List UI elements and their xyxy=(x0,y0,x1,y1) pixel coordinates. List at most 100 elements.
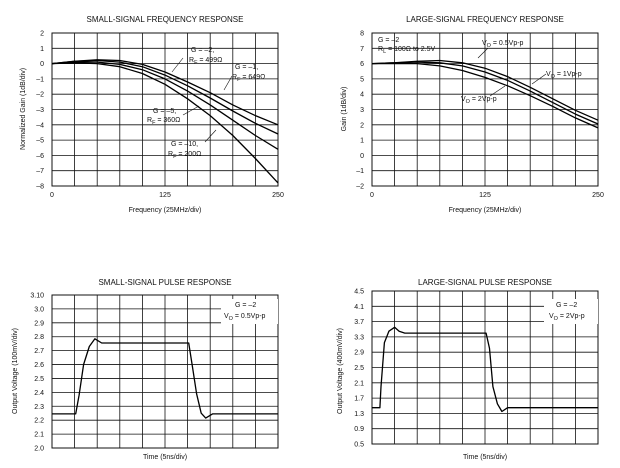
y-tick-label: 2 xyxy=(360,122,364,129)
y-tick-label: –4 xyxy=(36,122,44,129)
chart-title: SMALL-SIGNAL FREQUENCY RESPONSE xyxy=(87,15,244,24)
annotation-gain: G = –2 xyxy=(235,302,256,309)
y-tick-label: 5 xyxy=(360,76,364,83)
x-tick-label: 250 xyxy=(592,192,604,199)
annotation-box xyxy=(544,299,598,324)
chart-title: LARGE-SIGNAL PULSE RESPONSE xyxy=(418,278,552,287)
annotation-vo-1: VO = 1Vp-p xyxy=(546,71,582,80)
x-tick-label: 0 xyxy=(50,192,54,199)
y-tick-label: 2.1 xyxy=(354,380,364,387)
y-tick-label: 4.1 xyxy=(354,304,364,311)
annotation-gain: G = –2 xyxy=(378,37,399,44)
y-tick-label: 3.10 xyxy=(30,293,44,300)
y-axis-label: Normalized Gain (1dB/div) xyxy=(20,68,27,150)
x-tick-label: 125 xyxy=(479,192,491,199)
series-line-2 xyxy=(51,61,279,150)
y-tick-label: 2.6 xyxy=(34,362,44,369)
annotation-leader xyxy=(223,75,233,91)
y-tick-label: 3.0 xyxy=(34,306,44,313)
y-tick-label: 1.7 xyxy=(354,396,364,403)
x-tick-label: 0 xyxy=(370,192,374,199)
y-tick-label: 3.3 xyxy=(354,334,364,341)
x-axis-label: Frequency (25MHz/div) xyxy=(449,207,522,214)
y-tick-label: 2.9 xyxy=(34,320,44,327)
annotation-g-minus-1: G = –1, xyxy=(235,64,258,71)
y-tick-label: 0 xyxy=(40,61,44,68)
y-tick-label: –1 xyxy=(36,76,44,83)
annotation-g-minus-2: G = –2, xyxy=(191,47,214,54)
small-signal-pulse-chart: SMALL-SIGNAL PULSE RESPONSE Time (5ns/di… xyxy=(12,278,279,461)
y-axis-label: Output Voltage (400mV/div) xyxy=(337,328,344,414)
y-tick-label: 3 xyxy=(360,107,364,114)
y-tick-label: –7 xyxy=(36,168,44,175)
y-tick-label: 2.1 xyxy=(34,432,44,439)
curve-annotations: G = –2 VO = 2Vp-p xyxy=(544,299,598,324)
annotation-gain: G = –2 xyxy=(556,302,577,309)
series-line-1 xyxy=(51,59,279,135)
y-tick-label: –5 xyxy=(36,138,44,145)
annotation-leader xyxy=(531,73,547,85)
y-tick-label: 8 xyxy=(360,31,364,38)
x-axis-label: Frequency (25MHz/div) xyxy=(129,207,202,214)
x-tick-label: 125 xyxy=(159,192,171,199)
annotation-g-minus-10: G = –10, xyxy=(171,141,198,148)
series-line-1 xyxy=(371,61,599,125)
y-tick-label: 2.4 xyxy=(34,390,44,397)
annotation-rf-360: RF = 360Ω xyxy=(147,117,180,126)
y-tick-label: 2.5 xyxy=(354,365,364,372)
annotation-load: RL = 100Ω to 2.5V xyxy=(378,46,435,55)
y-tick-label: –8 xyxy=(36,184,44,191)
annotation-vo: VO = 0.5Vp-p xyxy=(224,313,266,322)
x-axis-label: Time (5ns/div) xyxy=(463,454,507,461)
y-tick-label: –6 xyxy=(36,153,44,160)
series-line-2 xyxy=(372,62,599,129)
y-tick-label: 4.5 xyxy=(354,289,364,296)
y-axis-label: Gain (1dB/div) xyxy=(341,87,348,132)
y-axis-label: Output Voltage (100mV/div) xyxy=(12,328,19,414)
x-axis-label: Time (5ns/div) xyxy=(143,454,187,461)
chart-title: SMALL-SIGNAL PULSE RESPONSE xyxy=(98,278,231,287)
y-tick-label: –1 xyxy=(356,168,364,175)
y-tick-label: 1.3 xyxy=(354,411,364,418)
annotation-box xyxy=(221,299,278,324)
y-tick-label: 3.7 xyxy=(354,319,364,326)
y-tick-label: –2 xyxy=(36,92,44,99)
y-tick-label: 0.9 xyxy=(354,426,364,433)
y-tick-label: 4 xyxy=(360,92,364,99)
y-tick-label: 2.8 xyxy=(34,334,44,341)
annotation-leader xyxy=(204,129,217,143)
y-tick-label: –2 xyxy=(356,184,364,191)
annotation-rf-499: RF = 499Ω xyxy=(189,57,222,66)
chart-title: LARGE-SIGNAL FREQUENCY RESPONSE xyxy=(406,15,564,24)
annotation-rf-200: RF = 200Ω xyxy=(168,151,201,160)
annotation-vo-2: VO = 2Vp-p xyxy=(461,96,497,105)
y-tick-label: 2.7 xyxy=(34,348,44,355)
annotation-vo-0-5: VO = 0.5Vp-p xyxy=(482,40,524,49)
y-tick-label: 6 xyxy=(360,61,364,68)
series-line-0 xyxy=(52,338,278,419)
annotation-leader xyxy=(477,47,489,59)
y-tick-label: 2 xyxy=(40,31,44,38)
y-tick-label: 1 xyxy=(40,46,44,53)
curve-annotations: G = –2 RL = 100Ω to 2.5V VO = 0.5Vp-p VO… xyxy=(378,37,582,105)
small-signal-frequency-chart: SMALL-SIGNAL FREQUENCY RESPONSE Frequenc… xyxy=(20,15,284,214)
y-tick-label: 2.0 xyxy=(34,446,44,453)
series-line-3 xyxy=(51,62,279,184)
annotation-leader xyxy=(489,85,506,97)
series-line-0 xyxy=(372,326,598,413)
y-tick-label: 7 xyxy=(360,46,364,53)
annotation-leader xyxy=(182,105,200,116)
large-signal-pulse-chart: LARGE-SIGNAL PULSE RESPONSE Time (5ns/di… xyxy=(337,278,599,461)
y-tick-label: 2.9 xyxy=(354,350,364,357)
annotation-leader xyxy=(171,57,184,73)
y-tick-label: 0 xyxy=(360,153,364,160)
x-tick-label: 250 xyxy=(272,192,284,199)
curve-annotations: G = –2 VO = 0.5Vp-p xyxy=(221,299,278,324)
y-tick-label: 1 xyxy=(360,138,364,145)
y-tick-label: –3 xyxy=(36,107,44,114)
large-signal-frequency-chart: LARGE-SIGNAL FREQUENCY RESPONSE Frequenc… xyxy=(341,15,604,214)
y-tick-label: 0.5 xyxy=(354,442,364,449)
annotation-g-minus-5: G = –5, xyxy=(153,108,176,115)
annotation-vo: VO = 2Vp-p xyxy=(549,313,585,322)
